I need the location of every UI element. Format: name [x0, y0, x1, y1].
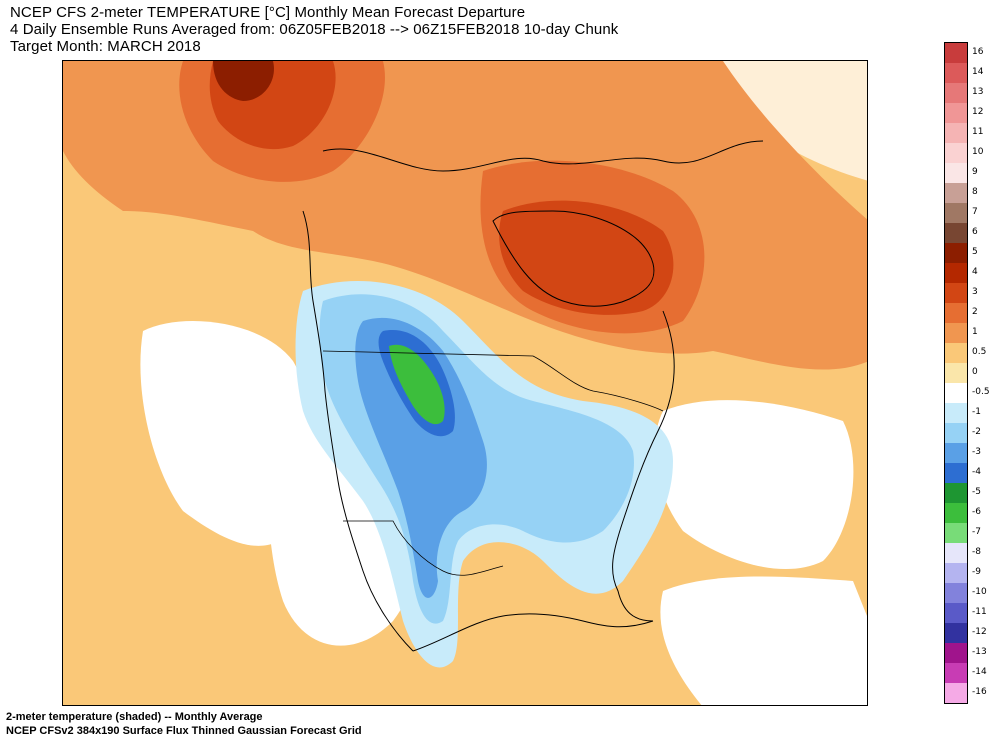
colorbar-label: 12	[972, 107, 984, 117]
border-mexico-usa	[343, 520, 504, 576]
border-canada-usa	[322, 350, 664, 412]
coastline-gulf	[412, 613, 654, 652]
colorbar-cell	[945, 483, 967, 503]
colorbar-label: -12	[972, 627, 987, 637]
neutral-region-atlantic	[654, 400, 854, 570]
colorbar-label: 9	[972, 167, 978, 177]
colorbar-cell	[945, 183, 967, 203]
neutral-region-caribbean	[660, 576, 867, 705]
colorbar-cell	[945, 463, 967, 483]
map-canvas	[63, 61, 867, 705]
colorbar-cell	[945, 63, 967, 83]
colorbar-label: 7	[972, 207, 978, 217]
colorbar-cell	[945, 583, 967, 603]
colorbar-cell	[945, 323, 967, 343]
colorbar-cell	[945, 83, 967, 103]
colorbar-label: -13	[972, 647, 987, 657]
coldest-region	[389, 344, 445, 425]
map-title-line-3: Target Month: MARCH 2018	[10, 38, 201, 55]
coastline-west	[302, 210, 414, 652]
colorbar-label: -9	[972, 567, 981, 577]
colorbar-label: 14	[972, 67, 984, 77]
colorbar-label: 1	[972, 327, 978, 337]
colorbar-label: -7	[972, 527, 981, 537]
colorbar-label: 6	[972, 227, 978, 237]
colorbar-label: -3	[972, 447, 981, 457]
colorbar-label: 0.5	[972, 347, 987, 357]
colorbar-cell	[945, 663, 967, 683]
colorbar-cell	[945, 623, 967, 643]
colorbar-label: 10	[972, 147, 984, 157]
colorbar-cell	[945, 43, 967, 63]
temperature-anomaly-map	[62, 60, 868, 706]
colorbar-label: 16	[972, 47, 984, 57]
colorbar-label: -1	[972, 407, 981, 417]
coastline-arctic	[322, 140, 764, 172]
colorbar-label: -10	[972, 587, 987, 597]
neutral-region-nw	[723, 61, 867, 181]
colorbar-label: -5	[972, 487, 981, 497]
colorbar-label: -14	[972, 667, 987, 677]
colorbar-label: 11	[972, 127, 984, 137]
colorbar-label: 5	[972, 247, 978, 257]
colorbar-label: -2	[972, 427, 981, 437]
colorbar-cell	[945, 643, 967, 663]
colorbar-cell	[945, 443, 967, 463]
colorbar-cell	[945, 543, 967, 563]
footer-line-2: NCEP CFSv2 384x190 Surface Flux Thinned …	[6, 725, 362, 737]
colorbar-label: 4	[972, 267, 978, 277]
colorbar-label: -0.5	[972, 387, 990, 397]
colorbar-label: 8	[972, 187, 978, 197]
colorbar-cell	[945, 383, 967, 403]
colorbar-cell	[945, 343, 967, 363]
colorbar-cell	[945, 123, 967, 143]
footer-line-1: 2-meter temperature (shaded) -- Monthly …	[6, 711, 263, 723]
colorbar-cell	[945, 203, 967, 223]
coastline-east	[612, 310, 675, 622]
colorbar-cell	[945, 243, 967, 263]
coastline-hudson-bay	[492, 210, 655, 307]
colorbar-label: 3	[972, 287, 978, 297]
colorbar-label: -16	[972, 687, 987, 697]
hot-region-quebec	[499, 200, 674, 315]
colorbar-label: -8	[972, 547, 981, 557]
colorbar-label: 0	[972, 367, 978, 377]
map-title-line-2: 4 Daily Ensemble Runs Averaged from: 06Z…	[10, 21, 619, 38]
colorbar-cell	[945, 523, 967, 543]
cold-region-strong	[355, 317, 487, 598]
colorbar-label: -4	[972, 467, 981, 477]
colorbar-cell	[945, 263, 967, 283]
colorbar-cell	[945, 303, 967, 323]
colorbar-cell	[945, 283, 967, 303]
colorbar-label: -6	[972, 507, 981, 517]
colorbar-cell	[945, 503, 967, 523]
colorbar-cell	[945, 603, 967, 623]
colorbar-label: 2	[972, 307, 978, 317]
colorbar-label: 13	[972, 87, 984, 97]
colorbar-cell	[945, 403, 967, 423]
colorbar-cell	[945, 423, 967, 443]
colorbar-cell	[945, 363, 967, 383]
map-title-line-1: NCEP CFS 2-meter TEMPERATURE [°C] Monthl…	[10, 4, 526, 21]
colorbar-cell	[945, 143, 967, 163]
colorbar	[944, 42, 968, 704]
colorbar-cell	[945, 163, 967, 183]
colorbar-cell	[945, 563, 967, 583]
colorbar-cell	[945, 683, 967, 703]
colorbar-cell	[945, 103, 967, 123]
very-hot-region-alaska	[213, 61, 274, 101]
colorbar-cell	[945, 223, 967, 243]
colorbar-label: -11	[972, 607, 987, 617]
